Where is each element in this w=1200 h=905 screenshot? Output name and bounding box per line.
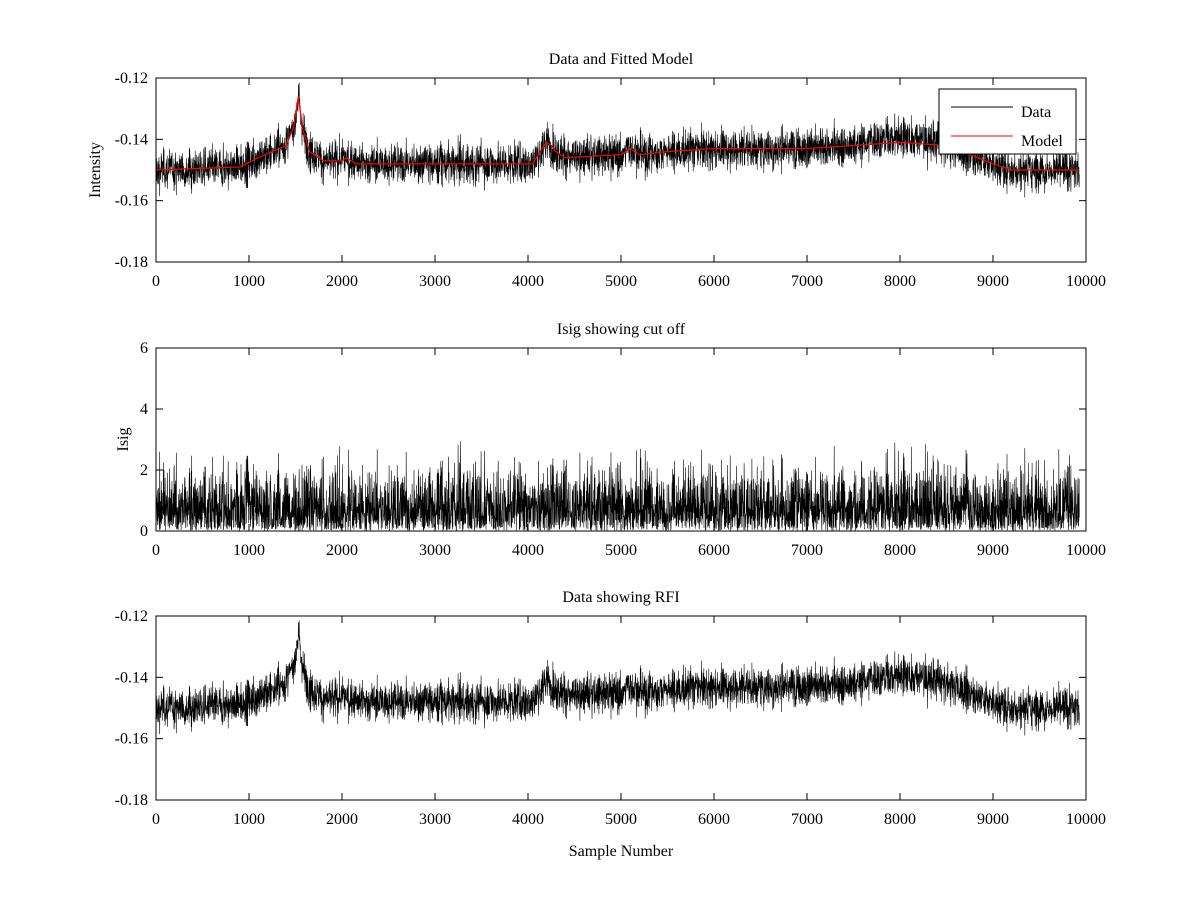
series-line-data (155, 620, 1080, 736)
y-tick-label: -0.18 (115, 792, 148, 809)
legend-label-data: Data (1021, 104, 1051, 121)
chart-title: Data showing RFI (562, 589, 679, 606)
x-tick-label: 4000 (512, 811, 544, 828)
x-axis-label: Sample Number (569, 843, 674, 860)
subplot-1: 0 1000 2000 3000 4000 5000 6000 7000 8000 9000 100… (87, 51, 1106, 290)
x-tick-label: 10000 (1066, 273, 1106, 290)
y-tick-label: -0.18 (115, 254, 148, 271)
x-tick-label: 10000 (1066, 811, 1106, 828)
chart-title: Isig showing cut off (557, 321, 686, 338)
x-tick-label: 0 (152, 542, 160, 559)
subplot-3: 0 1000 2000 3000 4000 5000 6000 7000 8000 9000 100… (115, 589, 1106, 860)
x-tick-label: 1000 (233, 811, 265, 828)
x-tick-label: 3000 (419, 542, 451, 559)
y-tick-label: -0.16 (115, 731, 148, 748)
x-tick-label: 7000 (791, 542, 823, 559)
x-tick-label: 5000 (605, 542, 637, 559)
x-tick-label: 1000 (233, 542, 265, 559)
y-axis-label: Isig (115, 428, 132, 452)
y-axis-label: Intensity (87, 142, 104, 198)
x-tick-label: 5000 (605, 273, 637, 290)
x-tick-label: 8000 (884, 273, 916, 290)
x-tick-label: 3000 (419, 811, 451, 828)
x-tick-label: 3000 (419, 273, 451, 290)
x-tick-label: 9000 (977, 273, 1009, 290)
y-tick-label: 4 (140, 401, 148, 418)
x-tick-label: 6000 (698, 811, 730, 828)
x-tick-label: 4000 (512, 273, 544, 290)
legend-label-model: Model (1021, 133, 1063, 150)
x-tick-label: 9000 (977, 811, 1009, 828)
x-tick-label: 1000 (233, 273, 265, 290)
x-tick-label: 7000 (791, 273, 823, 290)
x-tick-label: 6000 (698, 273, 730, 290)
x-tick-label: 4000 (512, 542, 544, 559)
x-tick-label: 8000 (884, 811, 916, 828)
y-tick-label: -0.12 (115, 70, 148, 87)
x-tick-label: 9000 (977, 542, 1009, 559)
y-tick-label: -0.16 (115, 193, 148, 210)
x-tick-label: 2000 (326, 542, 358, 559)
x-tick-label: 0 (152, 273, 160, 290)
y-tick-label: 6 (140, 340, 148, 357)
chart-title: Data and Fitted Model (549, 51, 694, 68)
x-tick-label: 2000 (326, 273, 358, 290)
y-tick-label: -0.12 (115, 608, 148, 625)
legend: Data Model (938, 88, 1077, 155)
y-tick-label: -0.14 (115, 131, 148, 148)
x-tick-label: 0 (152, 811, 160, 828)
series-line-data (155, 82, 1080, 198)
plot-area (156, 616, 1086, 800)
series-line-isig (155, 441, 1080, 532)
legend-box (938, 88, 1077, 155)
x-tick-label: 2000 (326, 811, 358, 828)
y-tick-label: -0.14 (115, 669, 148, 686)
x-tick-label: 6000 (698, 542, 730, 559)
x-tick-label: 10000 (1066, 542, 1106, 559)
x-tick-label: 7000 (791, 811, 823, 828)
x-tick-label: 5000 (605, 811, 637, 828)
y-tick-label: 0 (140, 523, 148, 540)
x-tick-label: 8000 (884, 542, 916, 559)
y-tick-label: 2 (140, 462, 148, 479)
series-line-model (156, 96, 1079, 171)
subplot-2: 0 1000 2000 3000 4000 5000 6000 7000 8000 9000 100… (115, 321, 1106, 559)
